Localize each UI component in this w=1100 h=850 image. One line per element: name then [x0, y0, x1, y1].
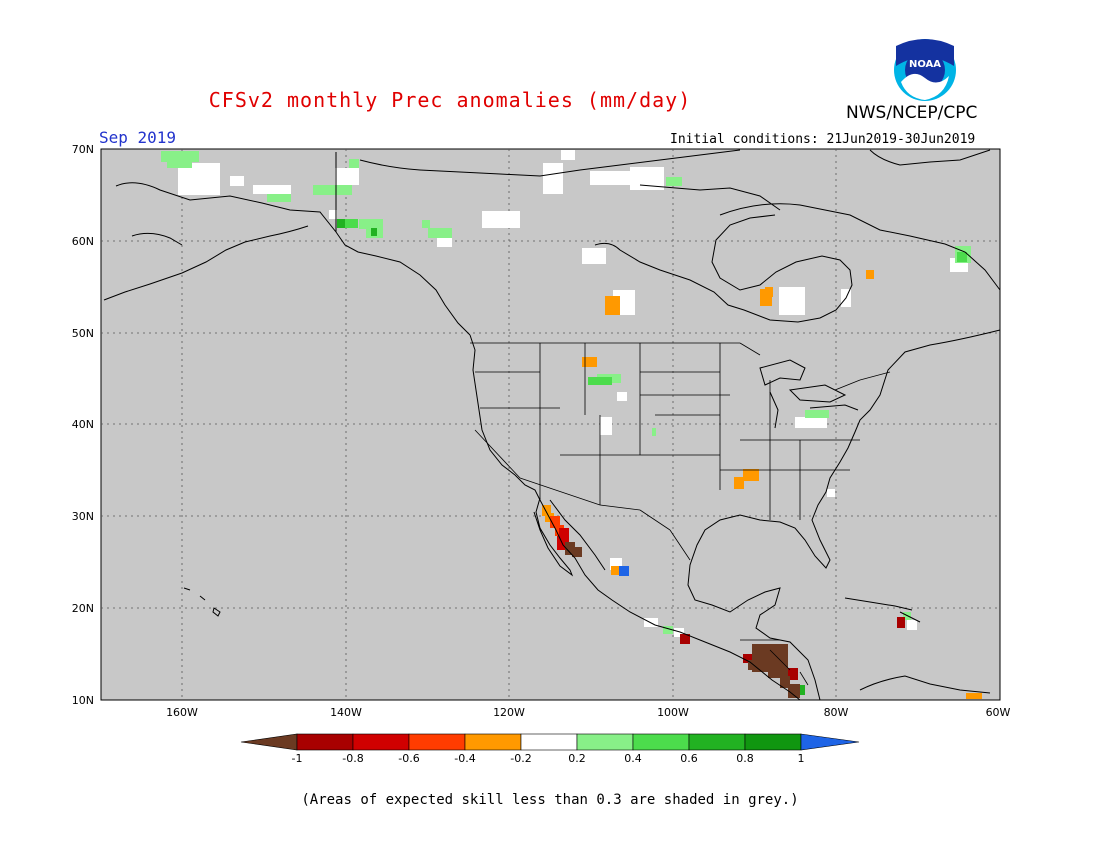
chart-title: CFSv2 monthly Prec anomalies (mm/day)	[208, 88, 692, 112]
coastlines	[103, 149, 1001, 701]
colorbar-label: -0.2	[510, 752, 531, 765]
colorbar-bin	[576, 733, 634, 751]
colorbar-label: -0.6	[398, 752, 419, 765]
lon-label: 80W	[824, 706, 849, 719]
map-gridlines	[101, 149, 1000, 700]
colorbar	[240, 733, 860, 751]
lat-label: 40N	[72, 418, 94, 431]
colorbar-bin	[632, 733, 690, 751]
colorbar-bin	[744, 733, 802, 751]
agency-label: NWS/NCEP/CPC	[846, 103, 978, 123]
initial-conditions: Initial conditions: 21Jun2019-30Jun2019	[670, 132, 976, 147]
lon-label: 60W	[986, 706, 1011, 719]
lat-label: 20N	[72, 602, 94, 615]
map-background	[100, 148, 1001, 701]
lon-labels: 160W 140W 120W 100W 80W 60W	[166, 706, 1010, 719]
colorbar-bin	[520, 733, 578, 751]
colorbar-bin	[688, 733, 746, 751]
lat-label: 30N	[72, 510, 94, 523]
valid-month: Sep 2019	[99, 128, 177, 147]
lon-label: 100W	[657, 706, 689, 719]
lon-label: 120W	[493, 706, 525, 719]
lon-label: 160W	[166, 706, 198, 719]
svg-text:NOAA: NOAA	[909, 59, 941, 70]
colorbar-bin	[464, 733, 522, 751]
colorbar-label: -1	[292, 752, 303, 765]
colorbar-labels: -1 -0.8 -0.6 -0.4 -0.2 0.2 0.4 0.6 0.8 1	[292, 752, 805, 765]
colorbar-low-arrow	[240, 733, 298, 751]
lat-label: 70N	[72, 143, 94, 156]
colorbar-label: 0.2	[568, 752, 586, 765]
colorbar-label: 0.4	[624, 752, 642, 765]
colorbar-label: 0.8	[736, 752, 754, 765]
lat-label: 50N	[72, 327, 94, 340]
lat-label: 10N	[72, 694, 94, 707]
colorbar-label: -0.4	[454, 752, 475, 765]
colorbar-label: 1	[798, 752, 805, 765]
colorbar-bin	[352, 733, 410, 751]
colorbar-high-arrow	[800, 733, 860, 751]
lat-label: 60N	[72, 235, 94, 248]
colorbar-label: -0.8	[342, 752, 363, 765]
anomaly-cells	[161, 150, 982, 699]
colorbar-label: 0.6	[680, 752, 698, 765]
lat-labels: 70N 60N 50N 40N 30N 20N 10N	[72, 143, 94, 707]
colorbar-bin	[296, 733, 354, 751]
colorbar-bin	[408, 733, 466, 751]
political-borders	[470, 342, 891, 686]
skill-footnote: (Areas of expected skill less than 0.3 a…	[301, 792, 799, 808]
noaa-logo: NOAA	[893, 38, 957, 102]
lon-label: 140W	[330, 706, 362, 719]
